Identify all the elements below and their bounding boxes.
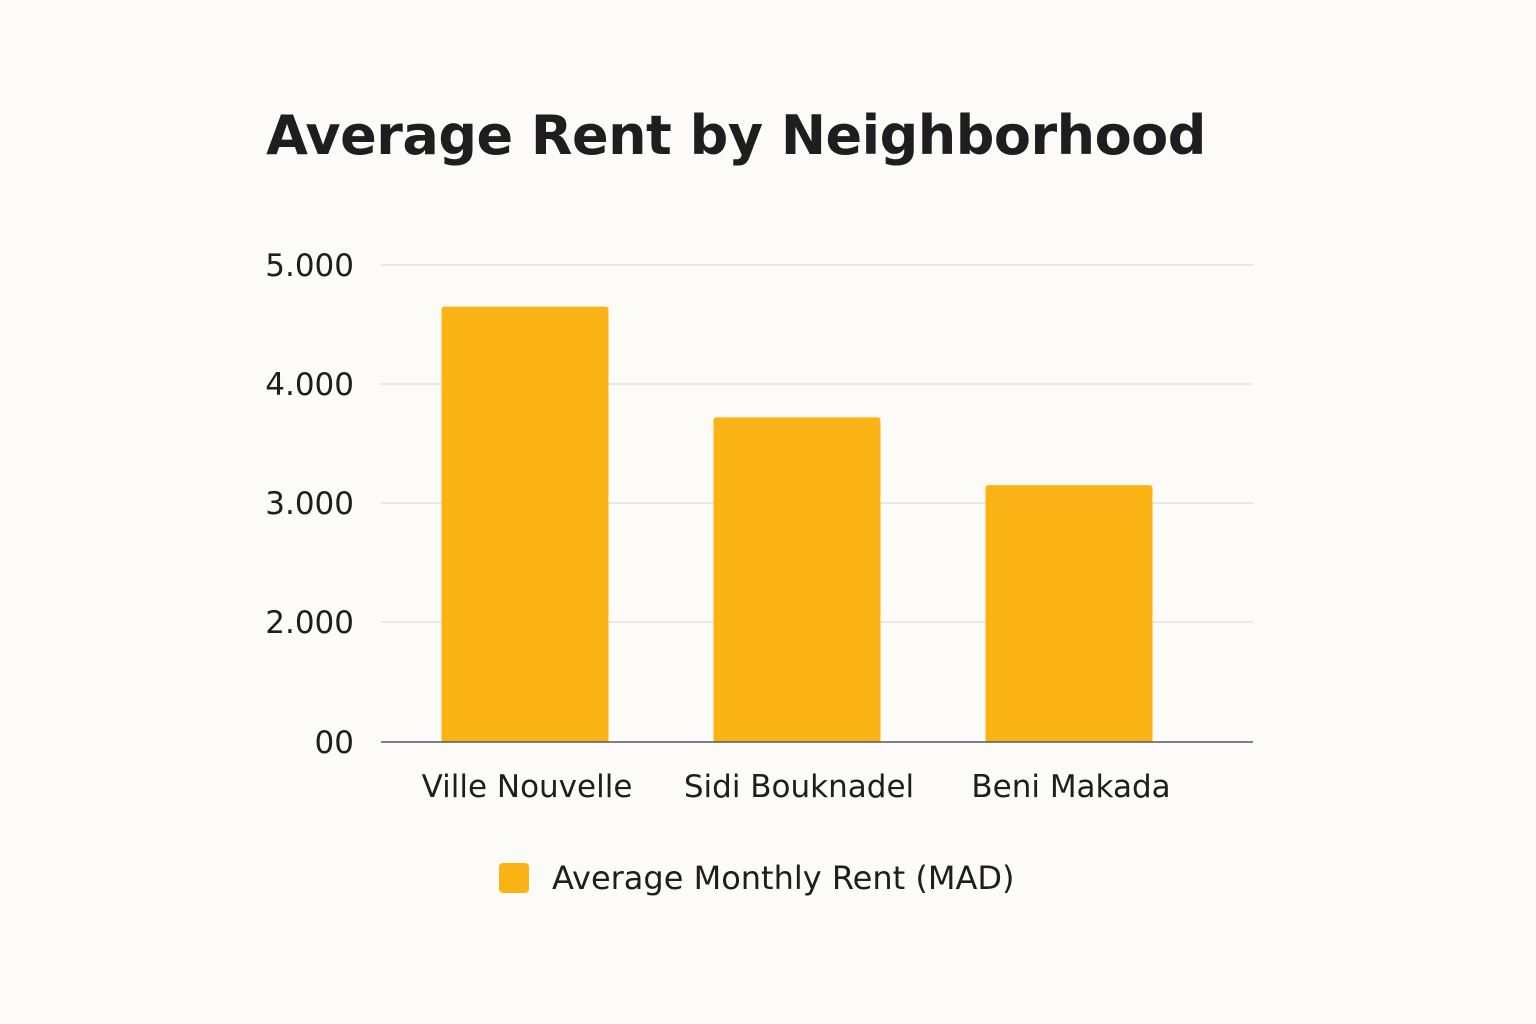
bar bbox=[713, 417, 881, 742]
bar bbox=[441, 306, 609, 742]
chart-title: Average Rent by Neighborhood bbox=[266, 104, 1206, 167]
y-tick-label: 2.000 bbox=[265, 605, 354, 641]
legend-swatch bbox=[499, 863, 529, 893]
legend-label: Average Monthly Rent (MAD) bbox=[552, 859, 1015, 897]
y-tick-label: 3.000 bbox=[265, 486, 354, 522]
x-category-label: Ville Nouvelle bbox=[422, 769, 633, 805]
x-category-label: Sidi Bouknadel bbox=[684, 769, 914, 805]
y-tick-label: 00 bbox=[315, 725, 354, 761]
y-tick-label: 5.000 bbox=[265, 248, 354, 284]
y-tick-label: 4.000 bbox=[265, 367, 354, 403]
x-category-label: Beni Makada bbox=[971, 769, 1170, 805]
legend: Average Monthly Rent (MAD) bbox=[499, 858, 1014, 898]
bar bbox=[985, 485, 1153, 742]
